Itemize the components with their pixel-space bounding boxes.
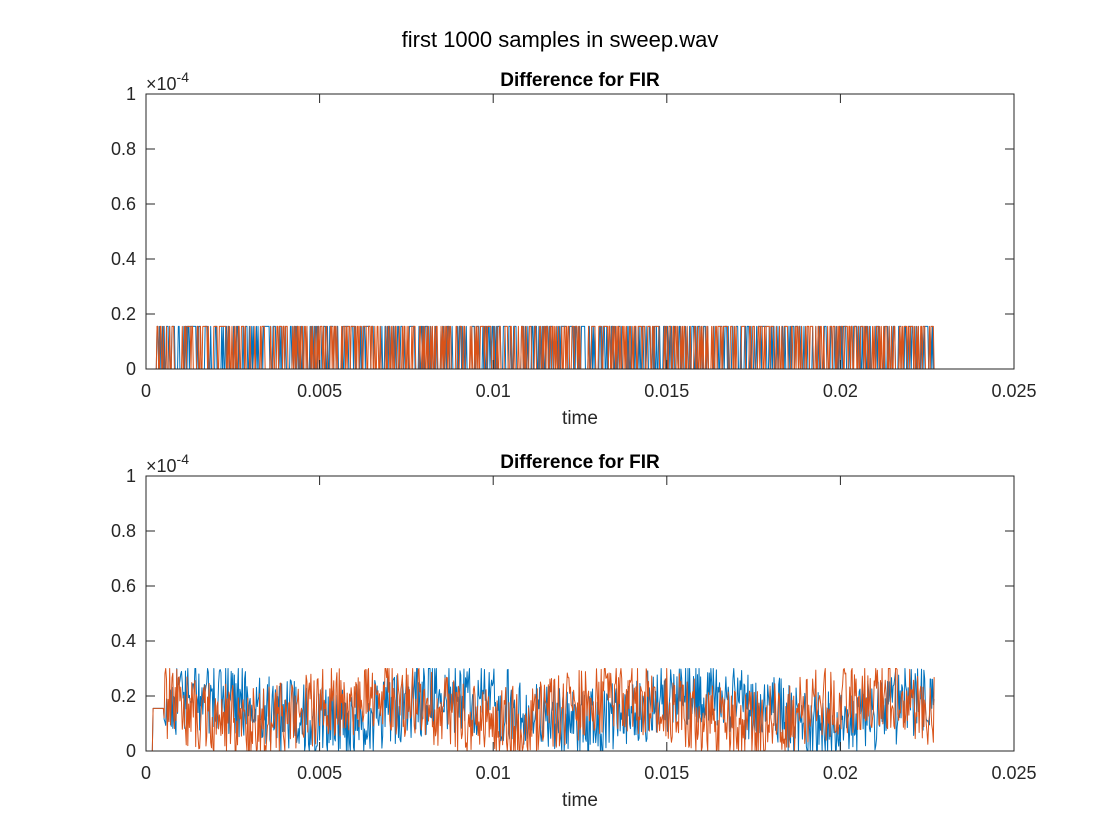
x-tick-label: 0.01 — [476, 381, 511, 401]
subplot-bottom: 0 0.005 0.01 0.015 0.02 0.025 0 0.2 0.4 0.6 0.8 1 ×1… — [111, 451, 1037, 811]
y-tick-label: 0.8 — [111, 139, 136, 159]
y-tick-label: 0.2 — [111, 304, 136, 324]
y-tick-label: 0.4 — [111, 631, 136, 651]
y-tick-label: 0.6 — [111, 194, 136, 214]
y-exponent-label: ×10-4 — [146, 69, 189, 94]
x-tick-label: 0.01 — [476, 763, 511, 783]
y-exponent-value: -4 — [177, 451, 190, 467]
x-tick-label: 0.025 — [991, 381, 1036, 401]
y-tick-label: 0.4 — [111, 249, 136, 269]
x-tick-label: 0 — [141, 381, 151, 401]
y-tick-label: 0.2 — [111, 686, 136, 706]
subplot-title: Difference for FIR — [500, 70, 660, 91]
x-tick-label: 0.02 — [823, 763, 858, 783]
subplot-title: Difference for FIR — [500, 452, 660, 473]
x-tick-label: 0.015 — [644, 381, 689, 401]
subplot-top: 0 0.005 0.01 0.015 0.02 0.025 0 0.2 0.4 0.6 0.8 1 ×1… — [111, 69, 1037, 429]
y-tick-label: 1 — [126, 466, 136, 486]
y-tick-label: 0.6 — [111, 576, 136, 596]
y-tick-label: 0 — [126, 741, 136, 761]
figure-title: first 1000 samples in sweep.wav — [402, 27, 719, 52]
x-tick-label: 0.015 — [644, 763, 689, 783]
x-tick-label: 0 — [141, 763, 151, 783]
y-exponent-value: -4 — [177, 69, 190, 85]
x-axis-label: time — [562, 790, 598, 811]
y-tick-label: 1 — [126, 84, 136, 104]
y-tick-label: 0 — [126, 359, 136, 379]
y-exponent-label: ×10-4 — [146, 451, 189, 476]
x-tick-label: 0.02 — [823, 381, 858, 401]
x-tick-label: 0.005 — [297, 763, 342, 783]
y-tick-label: 0.8 — [111, 521, 136, 541]
x-tick-label: 0.025 — [991, 763, 1036, 783]
x-tick-label: 0.005 — [297, 381, 342, 401]
x-axis-label: time — [562, 408, 598, 429]
